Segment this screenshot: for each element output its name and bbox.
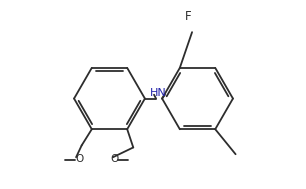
- Text: O: O: [110, 154, 119, 164]
- Text: F: F: [185, 10, 191, 23]
- Text: HN: HN: [150, 88, 167, 98]
- Text: O: O: [75, 154, 83, 164]
